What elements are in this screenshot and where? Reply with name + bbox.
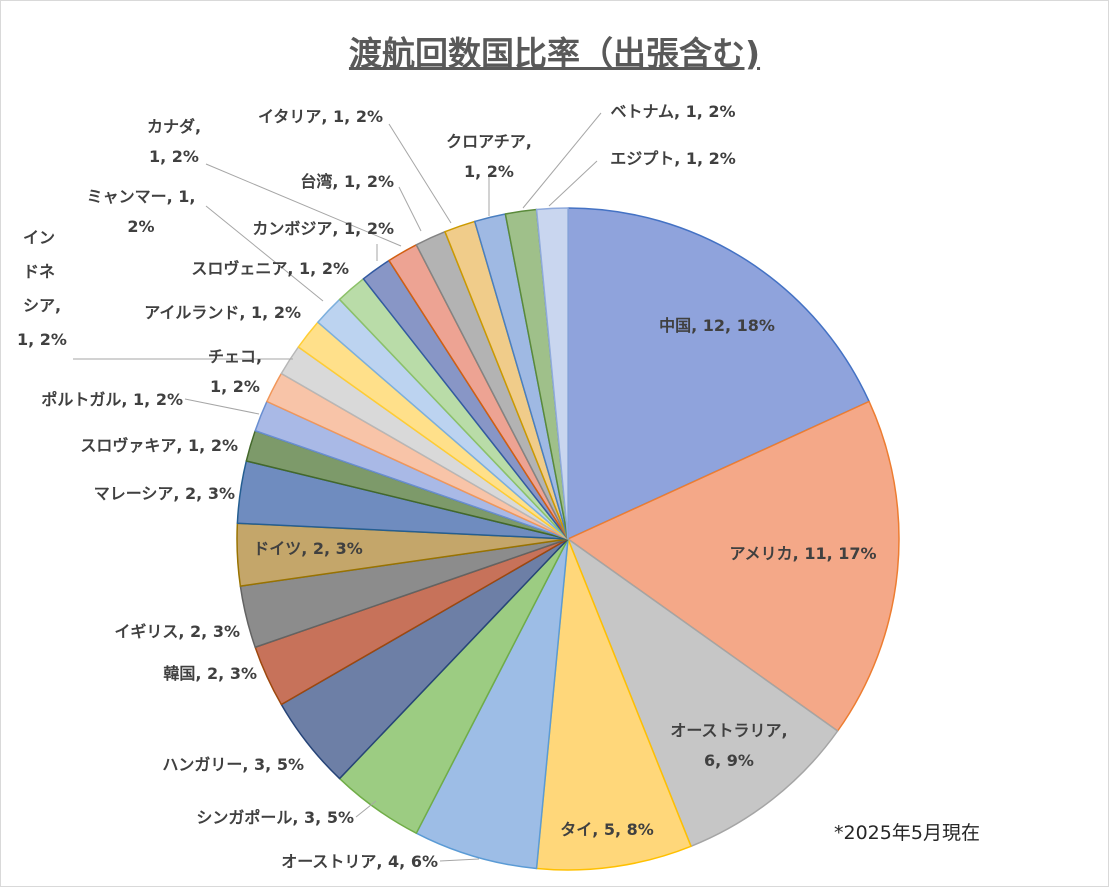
data-label-9: ドイツ, 2, 3%: [253, 539, 363, 558]
data-label-4: オーストリア, 4, 6%: [281, 852, 438, 871]
data-label-23: ベトナム, 1, 2%: [610, 102, 735, 121]
leader-line-19: [205, 163, 402, 247]
data-label-17: カンボジア, 1, 2%: [252, 219, 394, 238]
pie-slice-24: [535, 207, 569, 540]
leader-line-20: [398, 186, 422, 232]
data-label-7: 韓国, 2, 3%: [163, 664, 257, 683]
leader-line-24: [548, 160, 598, 207]
pie-slice-0: [567, 207, 870, 540]
data-label-24: エジプト, 1, 2%: [610, 149, 736, 168]
data-label-5: シンガポール, 3, 5%: [196, 808, 354, 827]
data-label-21: イタリア, 1, 2%: [258, 107, 383, 126]
chart-note: *2025年5月現在: [834, 822, 980, 844]
leader-line-4: [439, 858, 480, 862]
data-label-6: ハンガリー, 3, 5%: [162, 755, 304, 774]
data-label-3: タイ, 5, 8%: [560, 820, 654, 839]
leader-line-18: [205, 205, 324, 302]
data-label-13: チェコ, 1, 2%: [208, 347, 262, 396]
pie-slice-2: [567, 538, 839, 848]
leader-line-23: [522, 112, 602, 209]
data-label-22: クロアチア, 1, 2%: [446, 132, 532, 181]
data-label-8: イギリス, 2, 3%: [114, 622, 240, 641]
pie-slice-1: [567, 400, 900, 732]
data-label-15: アイルランド, 1, 2%: [144, 303, 301, 322]
data-label-1: アメリカ, 11, 17%: [729, 544, 876, 563]
data-label-0: 中国, 12, 18%: [659, 316, 775, 335]
data-label-19: カナダ, 1, 2%: [147, 117, 201, 166]
leader-line-12: [184, 398, 260, 415]
data-label-14: インドネシア, 1, 2%: [17, 228, 67, 349]
data-label-12: ポルトガル, 1, 2%: [41, 390, 183, 409]
leader-line-5: [355, 800, 377, 818]
data-label-10: マレーシア, 2, 3%: [94, 484, 235, 503]
data-label-20: 台湾, 1, 2%: [300, 172, 394, 191]
data-label-11: スロヴァキア, 1, 2%: [80, 436, 238, 455]
data-label-18: ミャンマー, 1, 2%: [87, 187, 196, 236]
chart-title: 渡航回数国比率（出張含む): [348, 34, 761, 73]
data-label-2: オーストラリア, 6, 9%: [670, 721, 787, 770]
pie-slice-4: [415, 538, 569, 870]
data-label-16: スロヴェニア, 1, 2%: [191, 259, 349, 278]
pie-slice-3: [535, 538, 692, 871]
leader-line-21: [388, 123, 452, 224]
